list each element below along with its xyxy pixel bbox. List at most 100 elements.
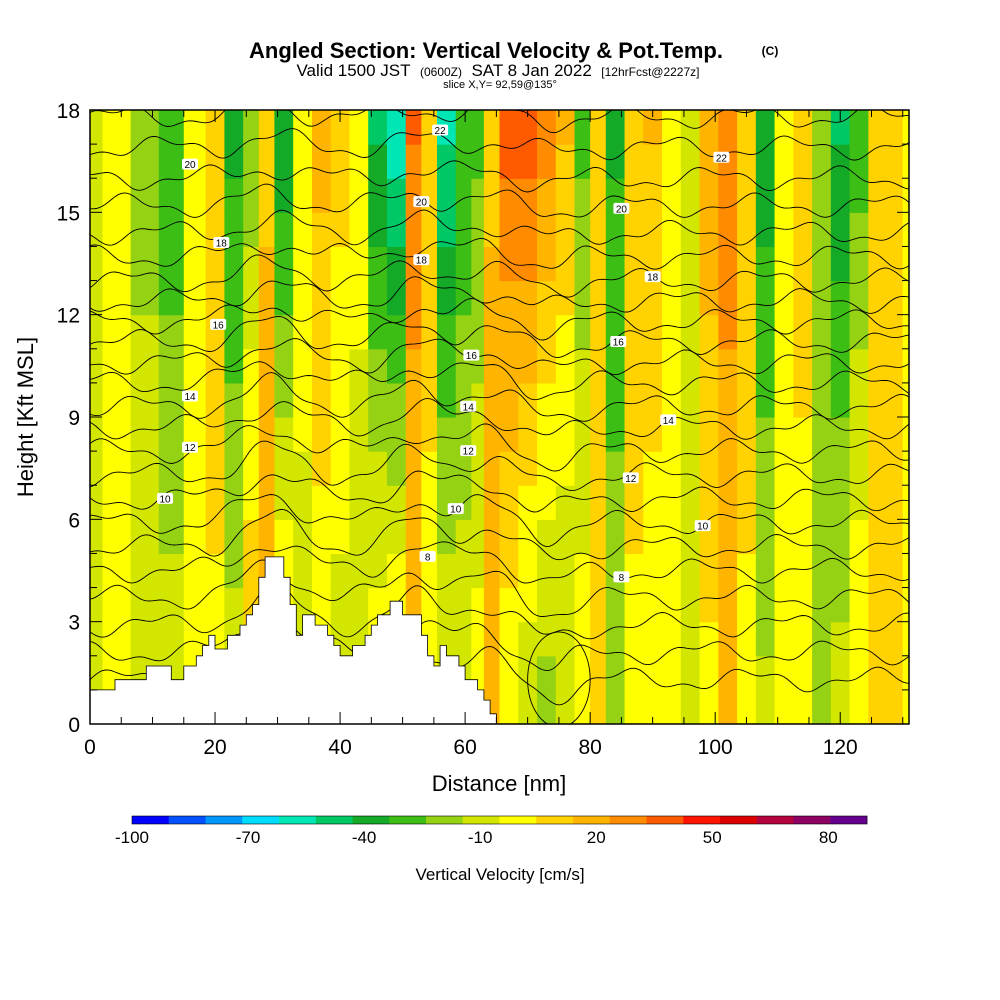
colorbar-swatch	[609, 816, 647, 824]
contour-label: 22	[432, 124, 449, 137]
velocity-cell	[436, 519, 457, 555]
velocity-cell	[737, 587, 757, 623]
velocity-cell	[436, 280, 457, 316]
contour-label-text: 18	[647, 273, 659, 284]
velocity-cell	[830, 587, 851, 623]
velocity-cell	[349, 553, 369, 589]
slice-info: slice X,Y= 92,59@135°	[443, 79, 557, 91]
velocity-cell	[311, 451, 332, 486]
velocity-cell	[90, 314, 104, 350]
velocity-cell	[471, 246, 485, 282]
velocity-cell	[455, 621, 472, 657]
terrain	[90, 556, 497, 724]
colorbar-swatch	[573, 816, 611, 824]
velocity-cell	[471, 417, 485, 452]
velocity-cell	[405, 553, 422, 589]
velocity-cell	[205, 144, 226, 179]
velocity-cell	[483, 212, 501, 248]
velocity-cell	[499, 178, 519, 213]
velocity-cell	[90, 280, 104, 316]
velocity-cell	[518, 553, 538, 589]
velocity-cell	[718, 655, 738, 691]
velocity-cell	[130, 587, 160, 623]
velocity-cell	[258, 246, 276, 282]
contour-label: 20	[182, 158, 199, 171]
contour-label-text: 14	[463, 402, 475, 413]
velocity-cell	[421, 519, 438, 555]
velocity-cell	[774, 655, 794, 691]
velocity-cell	[868, 246, 888, 282]
velocity-cell	[293, 110, 313, 145]
velocity-cell	[755, 587, 776, 623]
velocity-cell	[330, 553, 351, 589]
velocity-cell	[849, 280, 869, 316]
velocity-cell	[274, 382, 294, 418]
velocity-band	[349, 110, 369, 724]
velocity-cell	[205, 110, 226, 145]
velocity-cell	[718, 110, 738, 145]
velocity-cell	[405, 110, 422, 145]
velocity-cell	[699, 212, 719, 248]
velocity-cell	[680, 280, 701, 316]
velocity-cell	[902, 110, 909, 145]
velocity-cell	[643, 485, 663, 520]
velocity-cell	[624, 178, 644, 213]
velocity-cell	[755, 519, 776, 555]
velocity-cell	[605, 280, 626, 316]
velocity-band	[868, 110, 888, 724]
colorbar-swatch	[352, 816, 390, 824]
velocity-cell	[755, 485, 776, 520]
velocity-band	[537, 110, 557, 724]
velocity-cell	[643, 689, 663, 724]
velocity-band	[680, 110, 701, 724]
contour-label-bg	[610, 335, 627, 347]
velocity-field	[90, 110, 909, 724]
velocity-cell	[368, 417, 388, 452]
velocity-cell	[643, 553, 663, 589]
velocity-cell	[887, 587, 904, 623]
velocity-cell	[774, 417, 794, 452]
velocity-cell	[349, 348, 369, 384]
velocity-cell	[605, 655, 626, 691]
velocity-cell	[349, 451, 369, 486]
velocity-cell	[311, 178, 332, 213]
velocity-cell	[349, 314, 369, 350]
velocity-cell	[812, 485, 832, 520]
velocity-cell	[243, 110, 260, 145]
velocity-cell	[812, 144, 832, 179]
velocity-cell	[183, 110, 207, 145]
velocity-cell	[243, 348, 260, 384]
velocity-cell	[224, 314, 244, 350]
velocity-cell	[368, 178, 388, 213]
velocity-cell	[258, 314, 276, 350]
contour-label-bg	[644, 271, 661, 283]
velocity-cell	[311, 144, 332, 179]
velocity-cell	[205, 587, 226, 623]
y-tick-label: 18	[57, 100, 80, 123]
velocity-cell	[624, 348, 644, 384]
velocity-cell	[499, 655, 519, 691]
contour-label-text: 8	[425, 552, 431, 563]
velocity-cell	[455, 451, 472, 486]
velocity-cell	[258, 485, 276, 520]
velocity-cell	[130, 417, 160, 452]
velocity-cell	[455, 110, 472, 145]
velocity-band	[812, 110, 832, 724]
x-tick-label: 120	[823, 736, 858, 759]
velocity-cell	[349, 485, 369, 520]
velocity-cell	[274, 280, 294, 316]
velocity-cell	[793, 144, 813, 179]
velocity-cell	[293, 348, 313, 384]
velocity-cell	[436, 587, 457, 623]
velocity-cell	[436, 553, 457, 589]
colorbar-swatch	[499, 816, 537, 824]
velocity-cell	[680, 689, 701, 724]
velocity-cell	[830, 246, 851, 282]
colorbar-label: Vertical Velocity [cm/s]	[415, 865, 584, 884]
contour-label: 16	[610, 335, 627, 348]
velocity-cell	[537, 314, 557, 350]
velocity-cell	[624, 519, 644, 555]
colorbar-swatch	[830, 816, 868, 824]
velocity-cell	[718, 485, 738, 520]
valid-prefix: Valid 1500 JST	[296, 61, 410, 80]
